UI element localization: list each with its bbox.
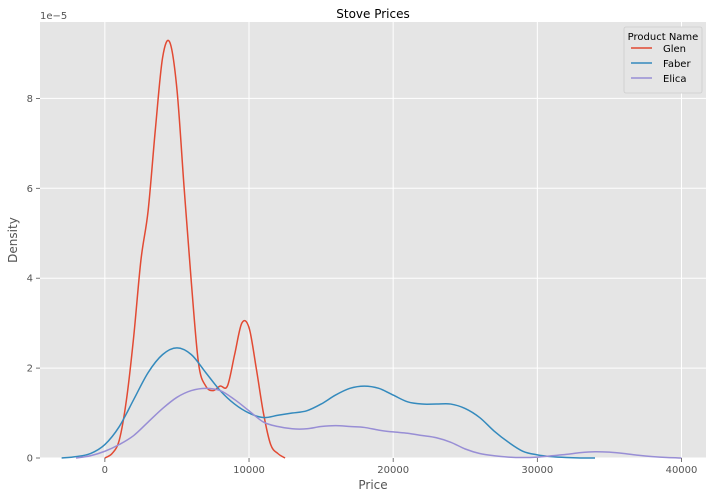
legend: Product Name Glen Faber Elica [623,26,703,94]
x-tick-label: 0 [102,465,108,476]
y-axis-label: Density [6,217,20,263]
y-tick-label: 4 [27,274,33,285]
legend-label-elica: Elica [663,74,687,85]
x-axis: 0 10000 20000 30000 40000 [102,458,698,476]
x-tick-label: 30000 [521,465,553,476]
y-tick-label: 8 [27,94,33,105]
x-tick-label: 40000 [666,465,698,476]
y-tick-label: 6 [27,184,33,195]
y-axis: 0 2 4 6 8 [27,94,40,465]
series-line-glen [104,39,286,459]
legend-box [623,26,703,94]
series-line-elica [75,387,682,459]
legend-items: Glen Faber Elica [631,44,691,85]
x-gridlines [104,22,682,458]
legend-label-glen: Glen [663,44,686,55]
plot-area [40,22,706,458]
chart-title: Stove Prices [336,7,410,21]
legend-title: Product Name [628,32,699,43]
y-tick-label: 2 [27,364,33,375]
series-layer [61,39,682,459]
x-axis-label: Price [358,478,387,492]
legend-label-faber: Faber [663,59,691,70]
y-offset-label: 1e−5 [40,11,67,22]
y-tick-label: 0 [27,454,33,465]
x-tick-label: 20000 [377,465,409,476]
x-tick-label: 10000 [233,465,265,476]
series-line-faber [61,347,596,459]
